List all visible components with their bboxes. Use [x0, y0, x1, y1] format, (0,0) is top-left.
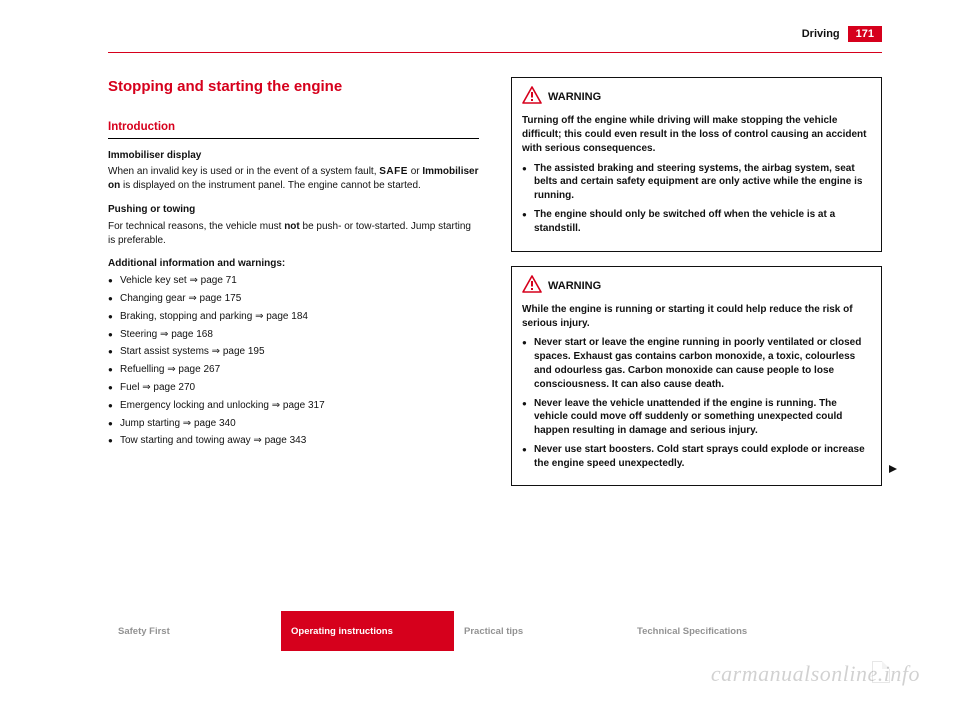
left-column: Stopping and starting the engine Introdu…: [108, 77, 479, 500]
list-item: Start assist systems page 195: [108, 345, 479, 359]
warning-bullet: Never start or leave the engine running …: [522, 336, 871, 391]
warning-bullet: Never use start boosters. Cold start spr…: [522, 443, 871, 471]
tab-safety-first[interactable]: Safety First: [108, 611, 281, 651]
text: or: [408, 166, 422, 177]
xref-label: Braking, stopping and parking: [120, 311, 252, 322]
warning-icon: [522, 275, 542, 298]
warning-bullet: Never leave the vehicle unattended if th…: [522, 397, 871, 438]
continued-icon: [887, 463, 899, 480]
xref-label: Jump starting: [120, 418, 180, 429]
text: When an invalid key is used or in the ev…: [108, 166, 379, 177]
content-area: Stopping and starting the engine Introdu…: [0, 53, 960, 500]
arrow-icon: [186, 293, 200, 304]
list-item: Braking, stopping and parking page 184: [108, 310, 479, 324]
tab-operating-instructions[interactable]: Operating instructions: [281, 611, 454, 651]
warning-body: While the engine is running or starting …: [522, 303, 871, 471]
section-name: Driving: [802, 28, 840, 40]
text: is displayed on the instrument panel. Th…: [120, 180, 421, 191]
list-item: Tow starting and towing away page 343: [108, 434, 479, 448]
arrow-icon: [209, 346, 223, 357]
list-item: Refuelling page 267: [108, 363, 479, 377]
xref-label: Steering: [120, 329, 157, 340]
xref-page: page 343: [265, 435, 307, 446]
watermark: carmanualsonline.info: [711, 661, 920, 687]
heading-2: Introduction: [108, 120, 479, 136]
xref-page: page 175: [200, 293, 242, 304]
not-text: not: [284, 221, 300, 232]
warning-icon: [522, 86, 542, 109]
page-header: Driving 171: [0, 0, 960, 48]
xref-page: page 317: [283, 400, 325, 411]
list-item: Emergency locking and unlocking page 317: [108, 399, 479, 413]
xref-label: Start assist systems: [120, 346, 209, 357]
xref-label: Vehicle key set: [120, 275, 187, 286]
xref-page: page 184: [266, 311, 308, 322]
warning-bullet: The assisted braking and steering system…: [522, 162, 871, 203]
xref-page: page 168: [171, 329, 213, 340]
xref-page: page 270: [153, 382, 195, 393]
paragraph-immobiliser: When an invalid key is used or in the ev…: [108, 165, 479, 193]
warning-body: Turning off the engine while driving wil…: [522, 114, 871, 235]
arrow-icon: [252, 311, 266, 322]
warning-heading: WARNING: [522, 86, 871, 109]
paragraph-pushing: For technical reasons, the vehicle must …: [108, 220, 479, 248]
arrow-icon: [157, 329, 171, 340]
xref-page: page 71: [201, 275, 237, 286]
arrow-icon: [180, 418, 194, 429]
heading-rule: [108, 138, 479, 139]
xref-label: Emergency locking and unlocking: [120, 400, 269, 411]
xref-label: Tow starting and towing away: [120, 435, 251, 446]
warning-bullet: The engine should only be switched off w…: [522, 208, 871, 236]
xref-label: Changing gear: [120, 293, 186, 304]
arrow-icon: [269, 400, 283, 411]
subheading-immobiliser: Immobiliser display: [108, 149, 479, 163]
list-item: Fuel page 270: [108, 381, 479, 395]
xref-page: page 267: [178, 364, 220, 375]
xref-label: Fuel: [120, 382, 139, 393]
footer-tabs: Safety First Operating instructions Prac…: [108, 611, 800, 651]
xref-list: Vehicle key set page 71 Changing gear page…: [108, 274, 479, 448]
arrow-icon: [139, 382, 153, 393]
tab-technical-specifications[interactable]: Technical Specifications: [627, 611, 800, 651]
text: For technical reasons, the vehicle must: [108, 221, 284, 232]
warning-box-1: WARNING Turning off the engine while dri…: [511, 77, 882, 252]
warning-heading: WARNING: [522, 275, 871, 298]
list-item: Vehicle key set page 71: [108, 274, 479, 288]
arrow-icon: [164, 364, 178, 375]
arrow-icon: [251, 435, 265, 446]
warning-text: While the engine is running or starting …: [522, 303, 871, 331]
xref-page: page 195: [223, 346, 265, 357]
warning-title: WARNING: [548, 90, 601, 105]
subheading-pushing: Pushing or towing: [108, 203, 479, 217]
list-item: Changing gear page 175: [108, 292, 479, 306]
subheading-additional: Additional information and warnings:: [108, 257, 479, 271]
list-item: Steering page 168: [108, 328, 479, 342]
xref-page: page 340: [194, 418, 236, 429]
warning-box-2: WARNING While the engine is running or s…: [511, 266, 882, 487]
right-column: WARNING Turning off the engine while dri…: [511, 77, 882, 500]
page-number: 171: [848, 26, 882, 42]
list-item: Jump starting page 340: [108, 417, 479, 431]
warning-title: WARNING: [548, 279, 601, 294]
heading-1: Stopping and starting the engine: [108, 77, 479, 98]
xref-label: Refuelling: [120, 364, 164, 375]
safe-text: SAFE: [379, 166, 408, 177]
arrow-icon: [187, 275, 201, 286]
warning-text: Turning off the engine while driving wil…: [522, 114, 871, 155]
tab-practical-tips[interactable]: Practical tips: [454, 611, 627, 651]
